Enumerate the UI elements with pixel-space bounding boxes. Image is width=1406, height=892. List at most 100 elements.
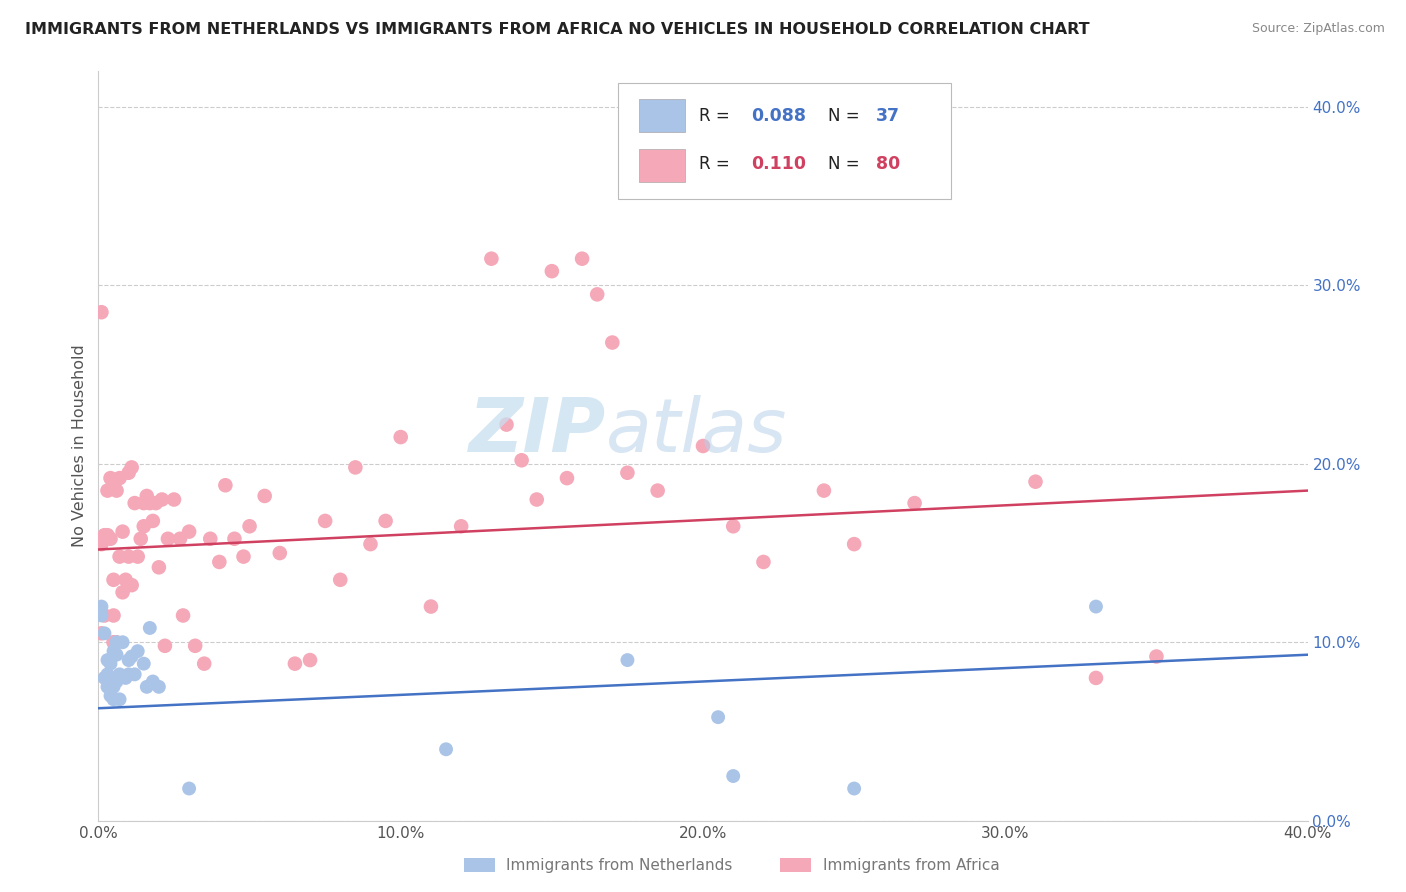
Point xyxy=(103,671,125,685)
Point xyxy=(103,680,125,694)
Point xyxy=(374,514,396,528)
Point xyxy=(239,519,262,533)
Point xyxy=(135,680,157,694)
Point xyxy=(145,496,167,510)
Point xyxy=(540,264,562,278)
Point xyxy=(434,742,457,756)
Point xyxy=(111,585,134,599)
Text: Source: ZipAtlas.com: Source: ZipAtlas.com xyxy=(1251,22,1385,36)
Point xyxy=(616,466,638,480)
Point xyxy=(571,252,593,266)
Point xyxy=(723,519,745,533)
Point xyxy=(844,781,866,796)
Point xyxy=(510,453,533,467)
Point xyxy=(1085,671,1108,685)
Point xyxy=(90,626,112,640)
Point xyxy=(132,519,155,533)
Text: R =: R = xyxy=(699,155,741,173)
Bar xyxy=(638,149,685,182)
Point xyxy=(129,532,152,546)
Text: 80: 80 xyxy=(876,155,900,173)
Point xyxy=(153,639,176,653)
Point xyxy=(111,524,134,539)
Bar xyxy=(638,99,685,132)
Text: R =: R = xyxy=(699,107,735,125)
Point xyxy=(179,781,201,796)
Point xyxy=(114,573,136,587)
Point xyxy=(108,471,131,485)
Point xyxy=(1085,599,1108,614)
Point xyxy=(150,492,173,507)
Point xyxy=(90,599,112,614)
Text: ZIP: ZIP xyxy=(470,394,606,467)
Point xyxy=(360,537,382,551)
Point xyxy=(96,528,118,542)
Point xyxy=(90,608,112,623)
Point xyxy=(1024,475,1046,489)
Point xyxy=(193,657,215,671)
Point xyxy=(93,671,115,685)
Point xyxy=(105,648,128,662)
Point xyxy=(124,496,146,510)
Point xyxy=(481,252,503,266)
Point xyxy=(93,608,115,623)
Point xyxy=(208,555,231,569)
Point xyxy=(105,635,128,649)
Point xyxy=(284,657,307,671)
Point xyxy=(156,532,179,546)
Point xyxy=(299,653,322,667)
Point xyxy=(118,466,141,480)
Point xyxy=(214,478,236,492)
Y-axis label: No Vehicles in Household: No Vehicles in Household xyxy=(72,344,87,548)
Point xyxy=(96,483,118,498)
Point xyxy=(389,430,412,444)
Point xyxy=(127,644,149,658)
Point xyxy=(108,549,131,564)
Point xyxy=(692,439,714,453)
Point xyxy=(184,639,207,653)
Point xyxy=(172,608,194,623)
Point xyxy=(707,710,730,724)
Point xyxy=(96,653,118,667)
Point xyxy=(108,692,131,706)
Text: 0.088: 0.088 xyxy=(751,107,807,125)
Text: 37: 37 xyxy=(876,107,900,125)
Point xyxy=(114,671,136,685)
Point xyxy=(118,549,141,564)
Point xyxy=(100,657,122,671)
Point xyxy=(139,496,162,510)
Point xyxy=(121,649,143,664)
Point xyxy=(132,657,155,671)
Point xyxy=(100,532,122,546)
Point xyxy=(420,599,443,614)
Point xyxy=(103,635,125,649)
Point xyxy=(344,460,367,475)
Point xyxy=(179,524,201,539)
Point xyxy=(232,549,254,564)
Point xyxy=(723,769,745,783)
Text: Immigrants from Africa: Immigrants from Africa xyxy=(823,858,1000,872)
FancyBboxPatch shape xyxy=(619,83,950,199)
Point xyxy=(90,305,112,319)
Point xyxy=(555,471,578,485)
Point xyxy=(647,483,669,498)
Text: Immigrants from Netherlands: Immigrants from Netherlands xyxy=(506,858,733,872)
Point xyxy=(148,560,170,574)
Point xyxy=(103,692,125,706)
Point xyxy=(121,460,143,475)
Point xyxy=(121,578,143,592)
Point xyxy=(142,514,165,528)
Point xyxy=(314,514,336,528)
Point xyxy=(169,532,191,546)
Point xyxy=(103,608,125,623)
Point xyxy=(127,549,149,564)
Point xyxy=(135,489,157,503)
Point xyxy=(132,496,155,510)
Point xyxy=(90,537,112,551)
Point xyxy=(844,537,866,551)
Point xyxy=(100,689,122,703)
Point xyxy=(93,626,115,640)
Point xyxy=(103,644,125,658)
Point xyxy=(200,532,222,546)
Text: 0.110: 0.110 xyxy=(751,155,807,173)
